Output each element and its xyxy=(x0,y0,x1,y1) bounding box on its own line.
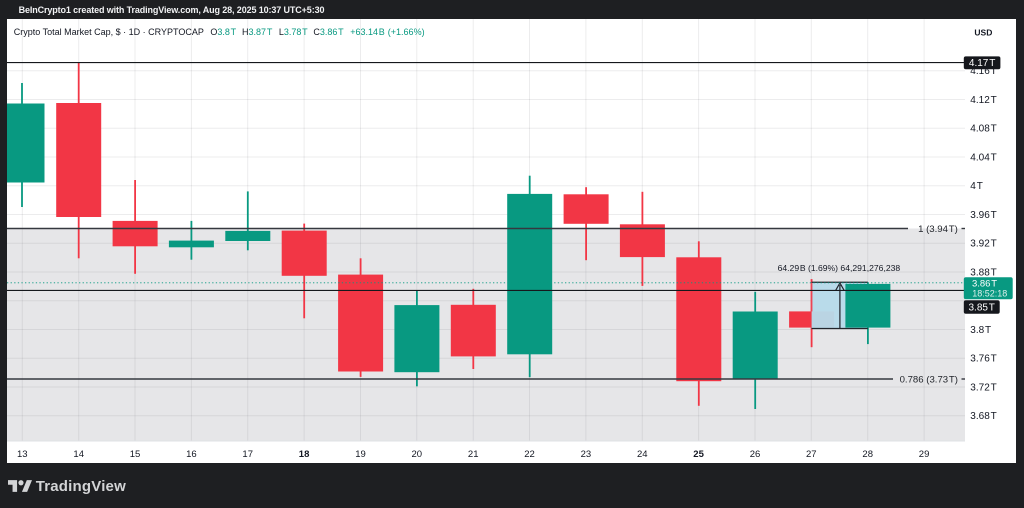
svg-text:3.76 T: 3.76 T xyxy=(970,354,996,365)
svg-text:1 (3.94 T): 1 (3.94 T) xyxy=(918,224,958,235)
svg-text:16: 16 xyxy=(186,449,197,460)
svg-text:27: 27 xyxy=(806,449,817,460)
svg-text:20: 20 xyxy=(412,449,423,460)
svg-text:3.68 T: 3.68 T xyxy=(970,411,996,422)
svg-text:4.04 T: 4.04 T xyxy=(970,152,996,163)
svg-text:28: 28 xyxy=(862,449,873,460)
svg-text:3.8 T: 3.8 T xyxy=(970,325,991,336)
svg-text:25: 25 xyxy=(693,449,704,460)
svg-text:26: 26 xyxy=(750,449,761,460)
svg-text:19: 19 xyxy=(355,449,366,460)
svg-text:4.08 T: 4.08 T xyxy=(970,124,996,135)
svg-text:18:52:18: 18:52:18 xyxy=(972,289,1007,299)
svg-text:14: 14 xyxy=(73,449,84,460)
svg-text:21: 21 xyxy=(468,449,479,460)
svg-text:0.786 (3.73 T): 0.786 (3.73 T) xyxy=(900,375,958,386)
svg-text:24: 24 xyxy=(637,449,648,460)
svg-text:15: 15 xyxy=(130,449,141,460)
svg-text:22: 22 xyxy=(524,449,535,460)
svg-text:4.16 T: 4.16 T xyxy=(970,66,996,77)
svg-text:3.86 T: 3.86 T xyxy=(972,278,997,289)
svg-text:3.88 T: 3.88 T xyxy=(970,267,996,278)
svg-text:3.96 T: 3.96 T xyxy=(970,210,996,221)
svg-text:USD: USD xyxy=(974,28,992,38)
svg-text:29: 29 xyxy=(919,449,930,460)
svg-text:3.72 T: 3.72 T xyxy=(970,382,996,393)
svg-text:13: 13 xyxy=(17,449,28,460)
svg-text:3.85 T: 3.85 T xyxy=(968,303,994,314)
svg-text:18: 18 xyxy=(299,449,310,460)
svg-text:4.12 T: 4.12 T xyxy=(970,95,996,106)
svg-text:64.29 B (1.69%) 64,291,276,238: 64.29 B (1.69%) 64,291,276,238 xyxy=(778,263,901,273)
svg-text:4 T: 4 T xyxy=(970,181,983,192)
svg-text:3.92 T: 3.92 T xyxy=(970,239,996,250)
svg-text:4.17 T: 4.17 T xyxy=(969,58,995,69)
svg-text:23: 23 xyxy=(581,449,592,460)
svg-text:17: 17 xyxy=(242,449,253,460)
